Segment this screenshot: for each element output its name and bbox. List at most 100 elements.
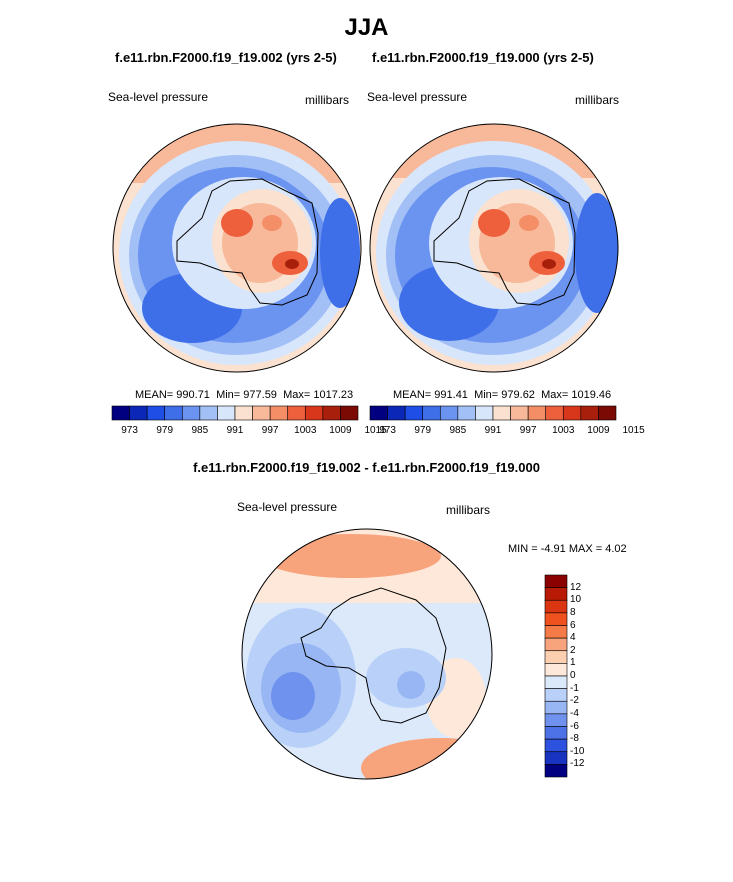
colorbar-swatch — [598, 405, 617, 421]
colorbar-tick-label: 12 — [570, 581, 582, 593]
colorbar-tick-label: 2 — [570, 644, 576, 656]
colorbar-swatch — [404, 405, 424, 421]
colorbar-tick-label: 997 — [519, 425, 537, 436]
colorbar-swatch — [164, 405, 183, 421]
colorbar-tick-label: 1015 — [364, 425, 387, 436]
colorbar-tick-label: 985 — [449, 425, 467, 436]
colorbar-tick-label: 4 — [570, 632, 576, 644]
colorbar-tick-label: -8 — [570, 733, 579, 745]
colorbar-tick-label: -12 — [570, 758, 585, 770]
max-label: Max= — [283, 389, 311, 401]
panel-2-units-label: millibars — [575, 93, 620, 107]
max-value: 1019.46 — [571, 389, 612, 401]
colorbar-tick-label: 6 — [570, 619, 576, 631]
min-label: Min= — [216, 389, 241, 401]
colorbar-tick-label: 0 — [570, 670, 576, 681]
colorbar-tick-label: -1 — [570, 682, 579, 694]
colorbar-swatch — [387, 405, 406, 421]
max-value: 4.02 — [605, 543, 627, 555]
min-value: 977.59 — [243, 389, 277, 401]
colorbar-tick-label: 10 — [570, 594, 582, 606]
colorbar-swatch — [111, 405, 130, 421]
colorbar-swatch — [369, 405, 388, 421]
colorbar-swatch — [544, 637, 568, 652]
colorbar-swatch — [146, 405, 166, 421]
colorbar-swatch — [544, 713, 568, 727]
colorbar-swatch — [544, 700, 568, 715]
colorbar-tick-label: 991 — [226, 425, 244, 436]
min-label: MIN = — [508, 543, 538, 555]
panel-2-stats: MEAN= 991.41 Min= 979.62 Max= 1019.46 — [393, 389, 611, 401]
difference-title: f.e11.rbn.F2000.f19_f19.002 - f.e11.rbn.… — [193, 460, 540, 475]
colorbar-swatch — [580, 405, 599, 421]
colorbar-swatch — [199, 405, 218, 421]
colorbar-tick-label: 979 — [156, 425, 174, 436]
min-value: -4.91 — [540, 543, 566, 555]
colorbar-tick-label: 1009 — [329, 425, 352, 436]
colorbar-tick-label: 979 — [414, 425, 432, 436]
mean-label: MEAN= — [135, 389, 174, 401]
colorbar-swatch — [181, 405, 201, 421]
min-label: Min= — [474, 389, 499, 401]
panel-2-case-title: f.e11.rbn.F2000.f19_f19.000 (yrs 2-5) — [372, 50, 594, 65]
colorbar-swatch — [544, 726, 568, 740]
colorbar-tick-label: -6 — [570, 720, 579, 732]
colorbar-swatch — [252, 405, 271, 421]
colorbar-swatch — [322, 405, 341, 421]
panel-1-variable-label: Sea-level pressure — [108, 90, 209, 104]
colorbar-tick-label: 1015 — [622, 425, 645, 436]
colorbar-swatch — [510, 405, 529, 421]
colorbar-swatch — [544, 738, 568, 753]
colorbar-swatch — [544, 764, 568, 778]
min-value: 979.62 — [501, 389, 535, 401]
colorbar-swatch — [457, 405, 476, 421]
difference-range: MIN = -4.91 MAX = 4.02 — [508, 543, 627, 555]
colorbar-swatch — [544, 675, 568, 689]
panel-1-colorbar-ticks: 973 979 985 991 997 1003 1009 1015 — [112, 425, 386, 439]
colorbar-swatch — [544, 688, 568, 702]
colorbar-tick-label: -2 — [570, 695, 579, 707]
colorbar-swatch — [544, 663, 568, 677]
colorbar-swatch — [217, 405, 236, 421]
panel-2-map — [369, 123, 619, 373]
colorbar-swatch — [544, 650, 568, 664]
colorbar-swatch — [527, 405, 547, 421]
panel-2-colorbar-ticks: 973 979 985 991 997 1003 1009 1015 — [370, 425, 644, 439]
figure-title: JJA — [344, 14, 389, 41]
colorbar-swatch — [562, 405, 582, 421]
difference-units-label: millibars — [446, 503, 491, 517]
max-label: MAX = — [568, 543, 603, 555]
colorbar-tick-label: 997 — [261, 425, 279, 436]
colorbar-swatch — [544, 587, 568, 601]
mean-label: MEAN= — [393, 389, 432, 401]
panel-1-units-label: millibars — [305, 93, 350, 107]
colorbar-tick-label: 8 — [570, 606, 576, 618]
difference-colorbar-ticks: 12 10 8 6 4 2 1 0 -1 -2 -4 -6 -8 -10 -12 — [570, 575, 610, 777]
colorbar-swatch — [544, 612, 568, 626]
colorbar-swatch — [544, 625, 568, 639]
mean-value: 991.41 — [434, 389, 468, 401]
panel-1-colorbar — [111, 405, 359, 421]
colorbar-tick-label: 973 — [379, 425, 396, 436]
colorbar-swatch — [439, 405, 459, 421]
colorbar-tick-label: 985 — [191, 425, 209, 436]
panel-2-colorbar — [369, 405, 617, 421]
colorbar-tick-label: -4 — [570, 707, 579, 719]
mean-value: 990.71 — [176, 389, 210, 401]
colorbar-swatch — [287, 405, 306, 421]
colorbar-tick-label: 991 — [484, 425, 502, 436]
colorbar-swatch — [304, 405, 324, 421]
colorbar-tick-label: 1009 — [587, 425, 610, 436]
colorbar-swatch — [269, 405, 289, 421]
panel-1-case-title: f.e11.rbn.F2000.f19_f19.002 (yrs 2-5) — [115, 50, 337, 65]
colorbar-swatch — [340, 405, 359, 421]
colorbar-tick-label: -10 — [570, 745, 585, 757]
max-label: Max= — [541, 389, 569, 401]
colorbar-swatch — [544, 574, 568, 588]
colorbar-swatch — [475, 405, 494, 421]
colorbar-swatch — [422, 405, 441, 421]
panel-2-variable-label: Sea-level pressure — [367, 90, 468, 104]
difference-colorbar — [544, 574, 568, 778]
colorbar-swatch — [492, 405, 511, 421]
colorbar-tick-label: 1003 — [294, 425, 317, 436]
